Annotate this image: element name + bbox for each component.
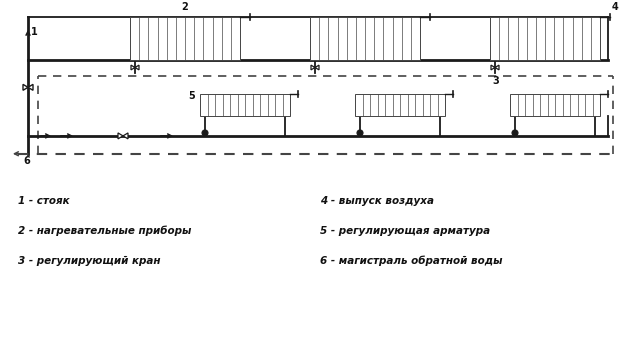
- Polygon shape: [118, 133, 123, 139]
- Text: 2: 2: [182, 2, 189, 12]
- Text: 4: 4: [612, 2, 618, 12]
- Text: 2 - нагревательные приборы: 2 - нагревательные приборы: [18, 226, 191, 236]
- Text: 1 - стояк: 1 - стояк: [18, 196, 70, 206]
- Polygon shape: [123, 133, 128, 139]
- Text: 5 - регулирующая арматура: 5 - регулирующая арматура: [320, 226, 490, 236]
- Bar: [310, 17, 420, 59]
- Polygon shape: [135, 65, 139, 70]
- Bar: [510, 94, 600, 116]
- Polygon shape: [315, 65, 319, 70]
- Text: 3: 3: [492, 76, 499, 86]
- Polygon shape: [23, 84, 28, 90]
- Text: 3 - регулирующий кран: 3 - регулирующий кран: [18, 256, 161, 266]
- Circle shape: [512, 130, 518, 136]
- Text: 6: 6: [23, 156, 30, 166]
- Polygon shape: [131, 65, 135, 70]
- Text: 6 - магистраль обратной воды: 6 - магистраль обратной воды: [320, 256, 503, 266]
- Circle shape: [357, 130, 363, 136]
- Text: 5: 5: [188, 91, 195, 101]
- Text: 1: 1: [31, 27, 38, 37]
- Bar: [130, 17, 240, 59]
- Bar: [490, 17, 600, 59]
- Bar: [355, 94, 445, 116]
- Polygon shape: [28, 84, 33, 90]
- Bar: [200, 94, 290, 116]
- Polygon shape: [491, 65, 495, 70]
- Circle shape: [202, 130, 208, 136]
- Polygon shape: [495, 65, 499, 70]
- Polygon shape: [311, 65, 315, 70]
- Text: 4 - выпуск воздуха: 4 - выпуск воздуха: [320, 196, 434, 206]
